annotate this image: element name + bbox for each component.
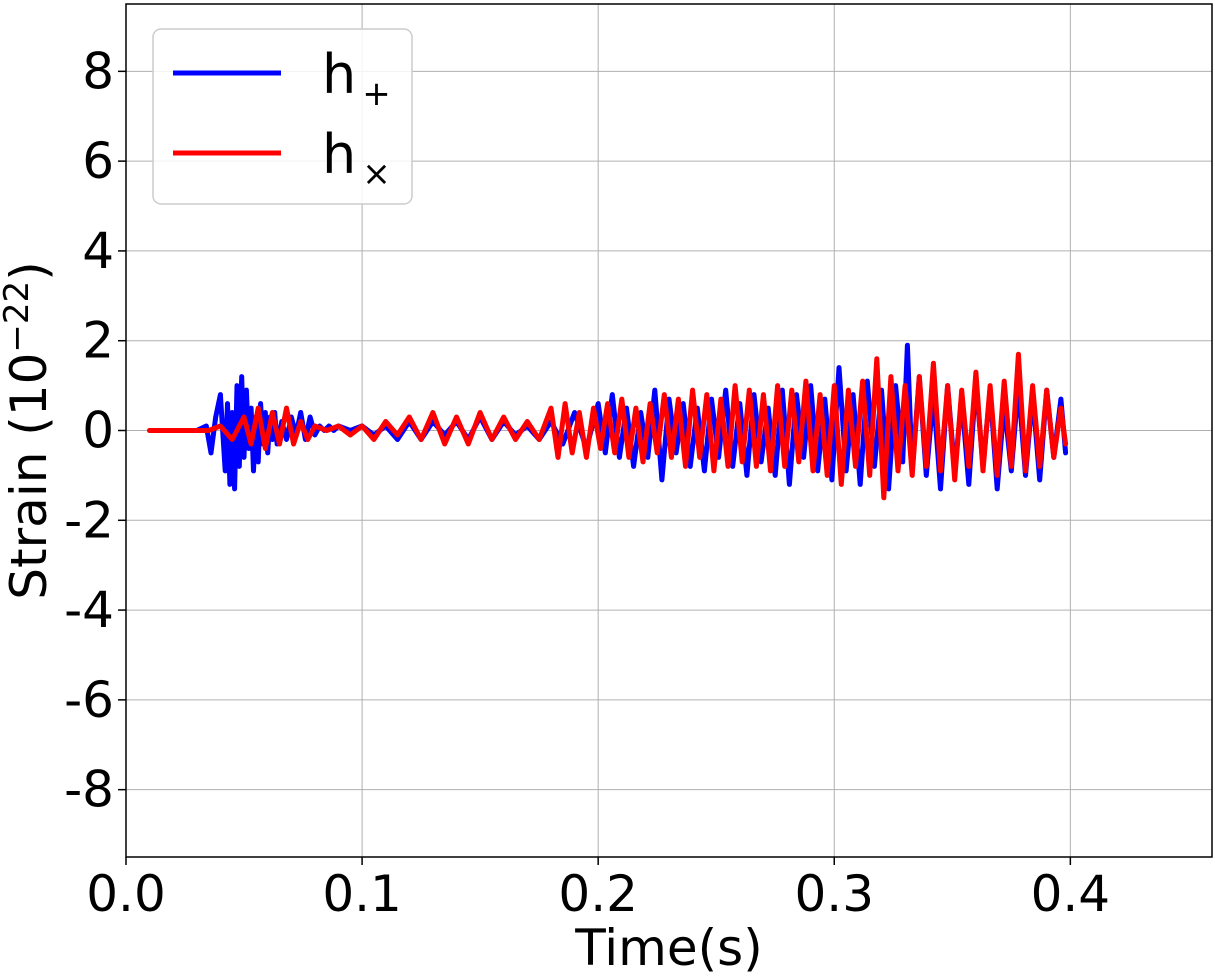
y-tick-label: 6	[82, 132, 114, 190]
y-tick-label: 2	[82, 312, 114, 370]
y-tick-label: -6	[64, 671, 114, 729]
series-layer	[147, 342, 1069, 501]
legend: h + h ×	[152, 28, 413, 205]
series-line-1	[147, 351, 1069, 501]
y-tick-label: -2	[64, 491, 114, 549]
legend-label-1: h ×	[322, 123, 391, 194]
x-tick-label: 0.1	[322, 865, 402, 923]
x-tick-label: 0.2	[558, 865, 638, 923]
y-tick-label: 0	[82, 402, 114, 460]
y-axis-title-text: Strain (10	[0, 353, 58, 600]
y-axis-title-exponent: −22	[0, 281, 37, 353]
axis-ticks: 0.0 0.1 0.2 0.3 0.4 8 6 4 2 0 -2 -4 -6 -8	[64, 42, 1110, 923]
y-axis-title: Strain (10−22)	[0, 261, 58, 599]
y-tick-label: -4	[64, 581, 114, 639]
y-tick-label: -8	[64, 761, 114, 819]
x-tick-label: 0.4	[1031, 865, 1111, 923]
x-tick-label: 0.3	[794, 865, 874, 923]
x-axis-title: Time(s)	[574, 919, 762, 977]
x-tick-label: 0.0	[86, 865, 166, 923]
legend-label-0: h +	[322, 43, 391, 114]
y-axis-title-close: )	[0, 261, 58, 281]
y-tick-label: 4	[82, 222, 114, 280]
y-tick-label: 8	[82, 42, 114, 100]
